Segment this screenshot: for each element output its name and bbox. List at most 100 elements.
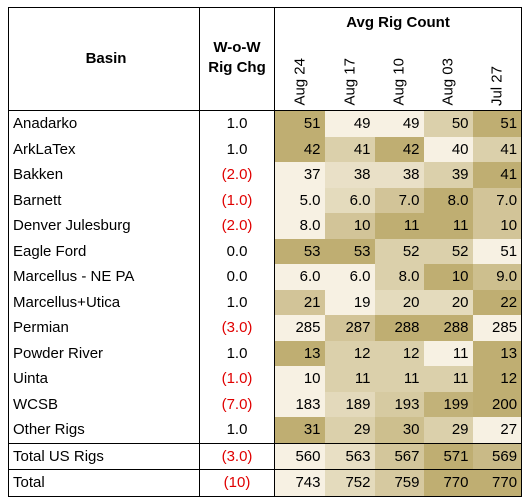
rig-count-cell: 563	[324, 442, 375, 470]
rig-count-cell: 5.0	[274, 187, 325, 213]
rig-count-cell: 50	[423, 110, 473, 137]
rig-count-cell: 20	[423, 289, 473, 315]
table-body: Anadarko 1.0 51 49 49 50 51 ArkLaTex 1.0 42 41 42 40…	[8, 110, 523, 497]
rig-count-cell: 6.0	[274, 264, 325, 290]
rig-count-cell: 8.0	[423, 187, 473, 213]
table-row: Denver Julesburg (2.0) 8.0 10 11 11 10	[8, 213, 523, 239]
rig-count-cell: 53	[324, 238, 375, 264]
rig-count-table: Basin W-o-W Rig Chg Avg Rig Count Aug 24 A…	[8, 7, 523, 497]
basin-name-cell: Marcellus - NE PA	[8, 264, 200, 290]
rig-count-cell: 40	[423, 136, 473, 162]
rig-count-cell: 41	[324, 136, 375, 162]
rig-count-cell: 13	[274, 340, 325, 366]
table-row: Other Rigs 1.0 31 29 30 29 27	[8, 417, 523, 443]
date-header-row: Aug 24 Aug 17 Aug 10 Aug 03 Jul 27	[9, 36, 523, 111]
rig-count-cell: 13	[472, 340, 523, 366]
table-row: Bakken (2.0) 37 38 38 39 41	[8, 162, 523, 188]
rig-count-cell: 10	[324, 213, 375, 239]
wow-change-cell: (1.0)	[199, 366, 275, 392]
rig-count-cell: 51	[472, 238, 523, 264]
rig-count-cell: 199	[423, 391, 473, 417]
rig-count-cell: 285	[472, 315, 523, 341]
wow-change-cell: 0.0	[199, 264, 275, 290]
rig-count-cell: 27	[472, 417, 523, 443]
rig-count-cell: 11	[324, 366, 375, 392]
basin-name-cell: Other Rigs	[8, 417, 200, 443]
rig-count-cell: 743	[274, 469, 325, 497]
rig-count-cell: 11	[423, 340, 473, 366]
wow-change-cell: (2.0)	[199, 162, 275, 188]
rig-count-cell: 6.0	[324, 187, 375, 213]
rig-count-cell: 37	[274, 162, 325, 188]
rig-count-cell: 9.0	[472, 264, 523, 290]
rig-count-cell: 12	[472, 366, 523, 392]
avg-rig-count-header: Avg Rig Count	[274, 7, 523, 36]
basin-name-cell: ArkLaTex	[8, 136, 200, 162]
wow-change-cell: (1.0)	[199, 187, 275, 213]
basin-name-cell: Anadarko	[8, 110, 200, 137]
date-header-label: Aug 03	[439, 58, 457, 106]
rig-count-cell: 200	[472, 391, 523, 417]
rig-count-cell: 11	[374, 213, 424, 239]
wow-change-cell: (7.0)	[199, 391, 275, 417]
rig-count-cell: 287	[324, 315, 375, 341]
basin-name-cell: Uinta	[8, 366, 200, 392]
rig-count-cell: 21	[274, 289, 325, 315]
basin-name-cell: Denver Julesburg	[8, 213, 200, 239]
wow-change-cell: 1.0	[199, 417, 275, 443]
rig-count-cell: 7.0	[374, 187, 424, 213]
wow-change-cell: 1.0	[199, 136, 275, 162]
rig-count-cell: 7.0	[472, 187, 523, 213]
wow-change-cell: (10)	[199, 469, 275, 497]
table-row: Marcellus+Utica 1.0 21 19 20 20 22	[8, 289, 523, 315]
rig-count-cell: 11	[423, 366, 473, 392]
table-row: Anadarko 1.0 51 49 49 50 51	[8, 110, 523, 137]
date-header-cell: Jul 27	[472, 36, 523, 111]
basin-name-cell: Total US Rigs	[8, 442, 200, 470]
date-header-cell: Aug 24	[274, 36, 325, 111]
table-row: Barnett (1.0) 5.0 6.0 7.0 8.0 7.0	[8, 187, 523, 213]
rig-count-cell: 19	[324, 289, 375, 315]
rig-count-cell: 51	[274, 110, 325, 137]
rig-count-cell: 20	[374, 289, 424, 315]
table-row: Powder River 1.0 13 12 12 11 13	[8, 340, 523, 366]
basin-name-cell: Bakken	[8, 162, 200, 188]
rig-count-cell: 6.0	[324, 264, 375, 290]
rig-count-cell: 11	[374, 366, 424, 392]
rig-count-cell: 49	[374, 110, 424, 137]
wow-change-cell: 0.0	[199, 238, 275, 264]
rig-count-cell: 49	[324, 110, 375, 137]
rig-count-cell: 12	[374, 340, 424, 366]
rig-count-cell: 752	[324, 469, 375, 497]
rig-count-cell: 41	[472, 136, 523, 162]
date-header-label: Aug 10	[390, 58, 408, 106]
rig-count-cell: 52	[423, 238, 473, 264]
rig-count-cell: 31	[274, 417, 325, 443]
wow-header-cell: W-o-W Rig Chg	[199, 7, 275, 111]
rig-count-cell: 193	[374, 391, 424, 417]
rig-count-cell: 12	[324, 340, 375, 366]
rig-count-cell: 42	[274, 136, 325, 162]
table-row: ArkLaTex 1.0 42 41 42 40 41	[8, 136, 523, 162]
rig-count-cell: 22	[472, 289, 523, 315]
rig-count-cell: 569	[472, 442, 523, 470]
rig-count-cell: 189	[324, 391, 375, 417]
basin-header-label: Basin	[85, 49, 127, 67]
rig-count-cell: 288	[374, 315, 424, 341]
rig-count-cell: 759	[374, 469, 424, 497]
wow-change-cell: (3.0)	[199, 442, 275, 470]
rig-count-cell: 10	[274, 366, 325, 392]
rig-count-cell: 41	[472, 162, 523, 188]
table-row: Permian (3.0) 285 287 288 288 285	[8, 315, 523, 341]
rig-count-cell: 30	[374, 417, 424, 443]
wow-header-label-line2: Rig Chg	[208, 59, 266, 76]
date-header-cell: Aug 17	[324, 36, 375, 111]
rig-count-cell: 285	[274, 315, 325, 341]
basin-name-cell: Powder River	[8, 340, 200, 366]
rig-count-cell: 51	[472, 110, 523, 137]
wow-change-cell: (3.0)	[199, 315, 275, 341]
rig-count-cell: 52	[374, 238, 424, 264]
rig-count-cell: 770	[423, 469, 473, 497]
rig-count-cell: 10	[472, 213, 523, 239]
